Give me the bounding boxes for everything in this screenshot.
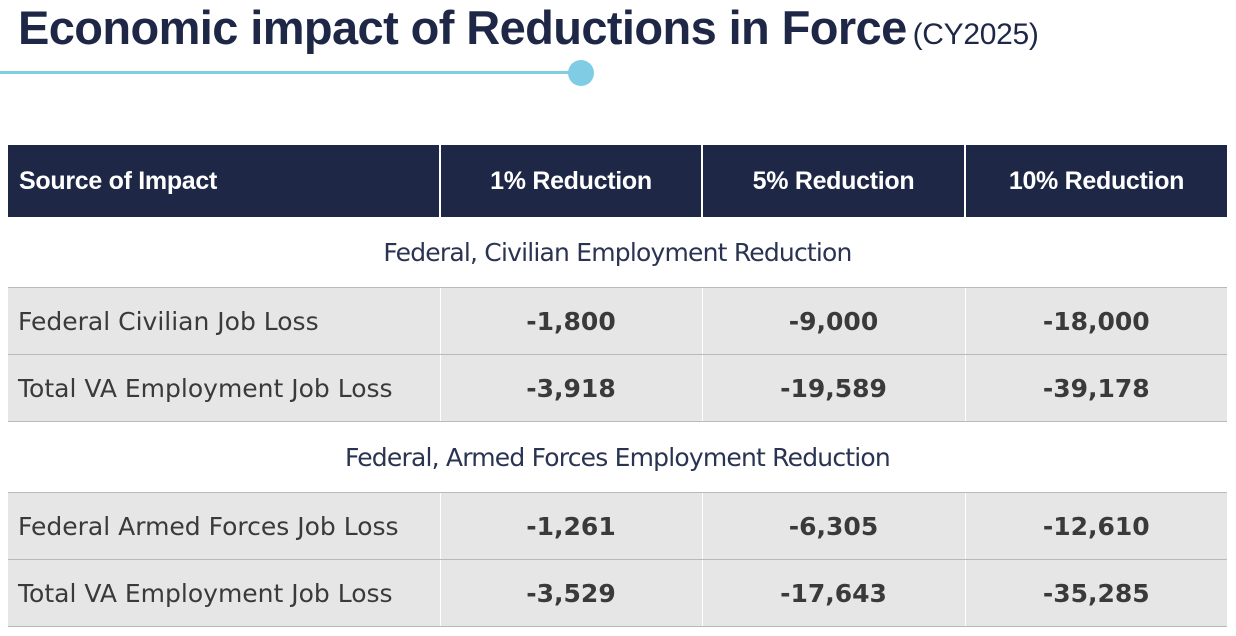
table-row: Total VA Employment Job Loss -3,529 -17,… [8, 559, 1227, 627]
title-underline [0, 71, 576, 74]
cell-1pct: -3,918 [439, 354, 702, 422]
impact-table: Source of Impact 1% Reduction 5% Reducti… [8, 145, 1227, 627]
title-main: Economic impact of Reductions in Force [18, 1, 907, 54]
section-row: Federal, Armed Forces Employment Reducti… [8, 421, 1227, 493]
page-title: Economic impact of Reductions in Force (C… [18, 0, 1039, 56]
section-row: Federal, Civilian Employment Reduction [8, 217, 1227, 288]
section-label: Federal, Armed Forces Employment Reducti… [8, 421, 1227, 493]
row-label: Federal Armed Forces Job Loss [8, 492, 440, 560]
title-subtitle: (CY2025) [912, 18, 1039, 51]
cell-5pct: -17,643 [701, 559, 965, 627]
title-underline-dot [568, 60, 594, 86]
table-row: Federal Civilian Job Loss -1,800 -9,000 … [8, 287, 1227, 355]
cell-1pct: -3,529 [439, 559, 702, 627]
cell-1pct: -1,800 [439, 287, 702, 355]
header-1pct: 1% Reduction [439, 145, 702, 217]
table-row: Federal Armed Forces Job Loss -1,261 -6,… [8, 492, 1227, 560]
cell-10pct: -12,610 [964, 492, 1227, 560]
header-5pct: 5% Reduction [701, 145, 965, 217]
cell-10pct: -39,178 [964, 354, 1227, 422]
cell-10pct: -18,000 [964, 287, 1227, 355]
header-10pct: 10% Reduction [964, 145, 1227, 217]
cell-5pct: -6,305 [701, 492, 965, 560]
cell-1pct: -1,261 [439, 492, 702, 560]
cell-5pct: -19,589 [701, 354, 965, 422]
row-label: Federal Civilian Job Loss [8, 287, 440, 355]
table-row: Total VA Employment Job Loss -3,918 -19,… [8, 354, 1227, 422]
section-label: Federal, Civilian Employment Reduction [8, 217, 1227, 288]
cell-5pct: -9,000 [701, 287, 965, 355]
table-header-row: Source of Impact 1% Reduction 5% Reducti… [8, 145, 1227, 217]
row-label: Total VA Employment Job Loss [8, 559, 440, 627]
row-label: Total VA Employment Job Loss [8, 354, 440, 422]
header-source: Source of Impact [8, 145, 440, 217]
cell-10pct: -35,285 [964, 559, 1227, 627]
